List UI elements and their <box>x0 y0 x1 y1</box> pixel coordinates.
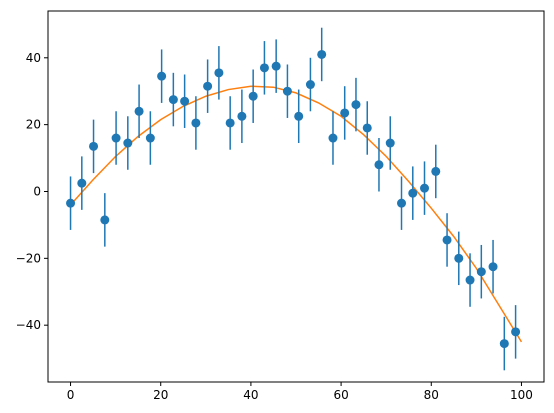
data-point <box>89 141 99 151</box>
data-point <box>259 63 269 73</box>
data-point <box>134 106 144 116</box>
data-point <box>294 111 304 121</box>
x-axis: 0 20 40 60 80 100 <box>67 382 533 402</box>
y-tick-label: −40 <box>16 318 41 332</box>
data-point <box>168 95 178 105</box>
data-point-layer <box>66 49 521 349</box>
data-point <box>248 91 258 101</box>
data-point <box>282 86 292 96</box>
data-point <box>305 80 315 90</box>
x-tick-label: 40 <box>243 388 258 402</box>
data-point <box>454 253 464 263</box>
x-tick-label: 20 <box>153 388 168 402</box>
x-tick-label: 80 <box>424 388 439 402</box>
data-point <box>488 262 498 272</box>
y-axis: −40 −20 0 20 40 <box>16 51 48 332</box>
data-point <box>362 123 372 133</box>
data-point <box>271 61 281 71</box>
y-tick-label: 0 <box>33 184 41 198</box>
fit-curve-layer <box>69 85 523 343</box>
data-point <box>351 100 361 110</box>
x-tick-label: 100 <box>510 388 533 402</box>
data-point <box>77 178 87 188</box>
plot-frame <box>47 10 545 383</box>
data-point <box>408 188 418 198</box>
fit-curve <box>69 85 523 343</box>
data-point <box>123 138 133 148</box>
data-point <box>442 235 452 245</box>
x-tick-label: 60 <box>333 388 348 402</box>
data-point <box>180 96 190 106</box>
x-tick-label: 0 <box>67 388 75 402</box>
data-point <box>511 327 521 337</box>
data-point <box>328 133 338 143</box>
data-point <box>476 267 486 277</box>
data-point <box>431 166 441 176</box>
data-point <box>385 138 395 148</box>
data-point <box>397 198 407 208</box>
y-tick-label: −20 <box>16 251 41 265</box>
data-point <box>203 81 213 91</box>
data-point <box>374 160 384 170</box>
data-point <box>191 118 201 128</box>
data-point <box>237 111 247 121</box>
plot-area <box>48 11 544 382</box>
data-point <box>111 133 121 143</box>
data-point <box>214 68 224 78</box>
data-point <box>145 133 155 143</box>
data-point <box>420 183 430 193</box>
data-point <box>66 198 76 208</box>
data-point <box>157 71 167 81</box>
data-point <box>100 215 110 225</box>
data-point <box>499 339 509 349</box>
data-point <box>340 108 350 118</box>
y-tick-label: 40 <box>26 51 41 65</box>
y-tick-label: 20 <box>26 118 41 132</box>
data-point <box>465 275 475 285</box>
data-point <box>225 118 235 128</box>
data-point <box>317 49 327 59</box>
